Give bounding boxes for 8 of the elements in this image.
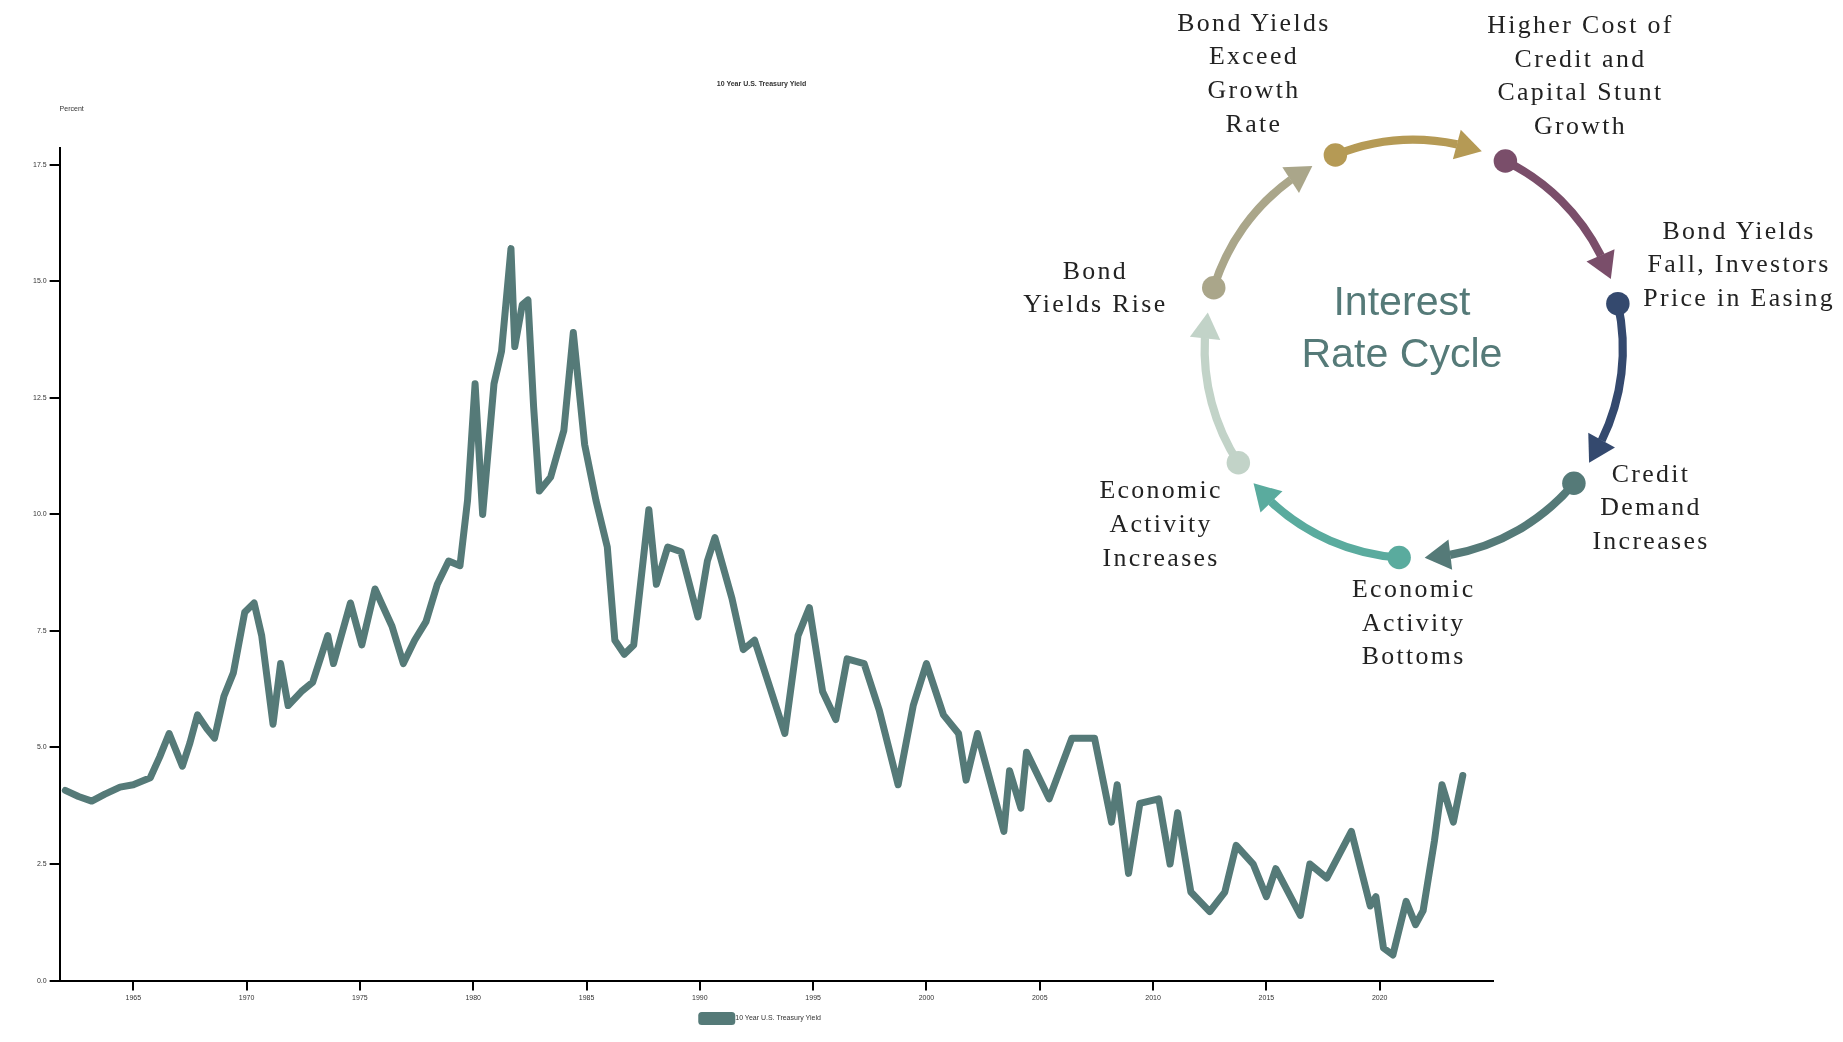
text: Credit Demand Increases: [1592, 458, 1710, 556]
text: Higher Cost of Credit and Capital Stunt Growth: [1487, 9, 1674, 141]
annotation: Economic Activity Bottoms: [1351, 573, 1476, 671]
annotation: Economic Activity Increases: [1099, 475, 1223, 572]
text: Interest Rate Cycle: [1301, 278, 1503, 376]
text: Bond Yields Fall, Investors Price in Easing: [1643, 215, 1835, 312]
annotation: Bond Yields Rise: [1023, 255, 1168, 319]
text: Bond Yields Exceed Growth Rate: [1177, 7, 1331, 138]
